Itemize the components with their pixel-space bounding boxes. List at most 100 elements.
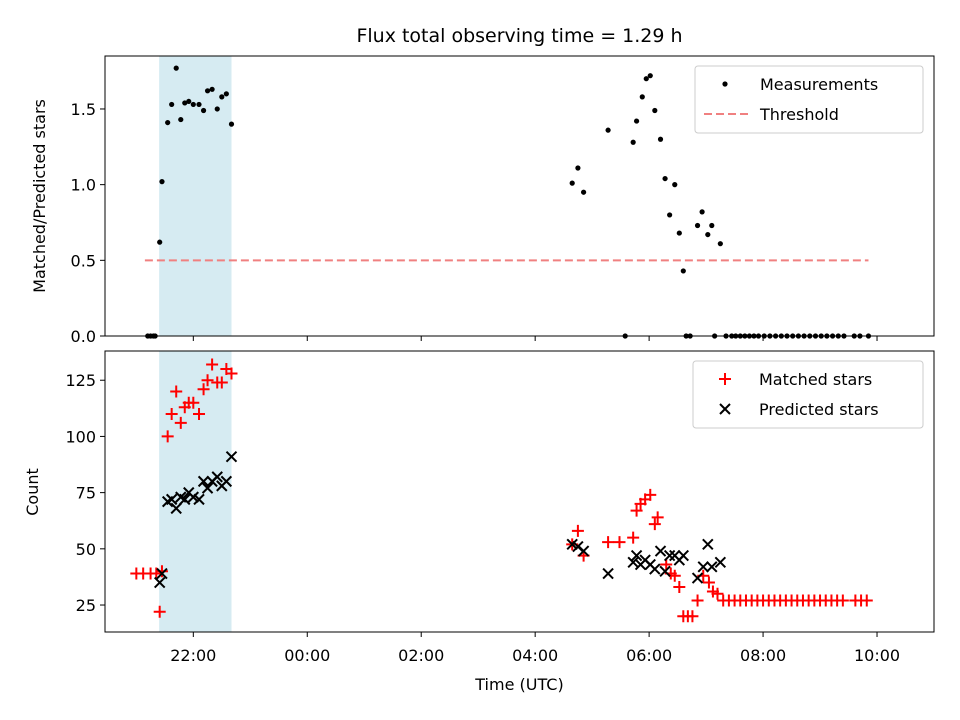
measurement-point: [672, 182, 678, 188]
predicted-point: [225, 450, 238, 463]
matched-point: [673, 581, 686, 594]
x-tick-label: 08:00: [740, 646, 786, 665]
matched-point: [161, 430, 174, 443]
legend-label-measurements: Measurements: [760, 75, 878, 94]
predicted-point: [691, 572, 704, 584]
legend-frame: [694, 65, 924, 134]
x-tick-label: 04:00: [512, 646, 558, 665]
measurement-point: [605, 127, 611, 133]
matched-point: [155, 565, 168, 578]
x-tick-label: 10:00: [854, 646, 900, 665]
predicted-point: [702, 538, 714, 551]
matched-point: [187, 396, 200, 409]
predicted-point: [697, 561, 709, 573]
predicted-point: [156, 567, 168, 580]
measurement-point: [639, 94, 645, 100]
matched-point: [711, 587, 724, 600]
legend-marker-matched: [719, 373, 731, 385]
measurement-point: [662, 175, 668, 182]
matched-point: [668, 569, 681, 582]
predicted-point: [577, 545, 590, 557]
measurement-point: [580, 189, 587, 195]
predicted-point: [677, 549, 690, 562]
matched-point: [627, 531, 640, 544]
predicted-point: [179, 493, 191, 506]
measurement-point: [209, 86, 215, 92]
measurement-point: [633, 118, 640, 124]
x-tick-label: 00:00: [284, 646, 330, 665]
measurement-point: [178, 116, 184, 123]
plot-frame: [104, 55, 935, 337]
matched-stars-series: [130, 358, 873, 623]
highlight-rect: [159, 351, 232, 632]
predicted-point: [153, 576, 166, 589]
measurement-point: [186, 98, 192, 105]
predicted-point: [602, 567, 614, 580]
x-tick-label: 06:00: [626, 646, 672, 665]
measurement-point: [223, 91, 229, 97]
predicted-point: [630, 549, 643, 562]
measurement-point: [165, 119, 171, 126]
measurement-point: [676, 230, 682, 236]
measurement-point: [575, 165, 581, 171]
predicted-point: [201, 482, 214, 494]
matched-point: [197, 383, 210, 396]
measurement-point: [643, 76, 649, 82]
x-axis-label: Time (UTC): [474, 675, 563, 694]
count-panel: 25 50 75 100 125 22:00 00:00 02:00 04:00 06:00 08…: [23, 350, 935, 694]
measurement-point: [569, 180, 575, 186]
predicted-point: [649, 563, 661, 575]
measurement-point: [169, 101, 175, 108]
y-axis: 0.0 0.5 1.0 1.5: [71, 100, 105, 346]
measurement-point: [652, 107, 658, 114]
measurement-point: [667, 212, 673, 218]
matched-point: [170, 385, 183, 398]
matched-point: [150, 567, 163, 580]
measurement-point: [190, 101, 196, 108]
measurement-point: [214, 106, 220, 112]
predicted-stars-series: [153, 450, 727, 589]
predicted-point: [193, 493, 205, 506]
predicted-point: [627, 556, 639, 569]
matched-point: [174, 416, 187, 429]
matched-point: [648, 518, 661, 531]
matched-point: [613, 536, 626, 549]
matched-point: [651, 511, 664, 524]
legend-label-predicted: Predicted stars: [759, 400, 879, 419]
legend-label-threshold: Threshold: [759, 105, 839, 124]
matched-point: [860, 594, 873, 607]
matched-point: [215, 376, 228, 389]
matched-point: [691, 594, 704, 607]
y-tick-label: 0.0: [71, 327, 96, 346]
y-tick-label: 1.0: [71, 176, 96, 195]
matched-point: [165, 407, 178, 420]
ratio-panel: 0.0 0.5 1.0 1.5 Matched/Predicted stars Mea…: [30, 55, 935, 346]
legend-marker-predicted: [719, 403, 731, 415]
y-tick-label: 1.5: [71, 100, 96, 119]
predicted-point: [211, 471, 223, 483]
matched-point: [602, 536, 615, 549]
legend: Matched stars Predicted stars: [692, 360, 924, 429]
predicted-point: [165, 493, 178, 506]
predicted-point: [220, 475, 233, 488]
measurement-point: [196, 101, 202, 108]
matched-point: [201, 374, 214, 387]
predicted-point: [197, 475, 210, 488]
measurement-point: [200, 107, 207, 114]
measurement-point: [699, 209, 705, 215]
measurement-point: [717, 241, 723, 247]
matched-point: [225, 367, 238, 380]
matched-point: [193, 407, 206, 420]
y-tick-label: 0.5: [71, 251, 96, 270]
x-tick-label: 02:00: [398, 646, 444, 665]
plot-frame: [104, 350, 935, 633]
legend-label-matched: Matched stars: [759, 370, 872, 389]
matched-point: [571, 524, 584, 537]
chart-title: Flux total observing time = 1.29 h: [356, 25, 682, 47]
measurement-point: [705, 231, 711, 238]
y-axis: 25 50 75 100 125: [65, 371, 105, 615]
measurement-point: [228, 121, 235, 127]
highlight-span: [159, 351, 232, 632]
x-axis-ticks: [192, 336, 878, 341]
